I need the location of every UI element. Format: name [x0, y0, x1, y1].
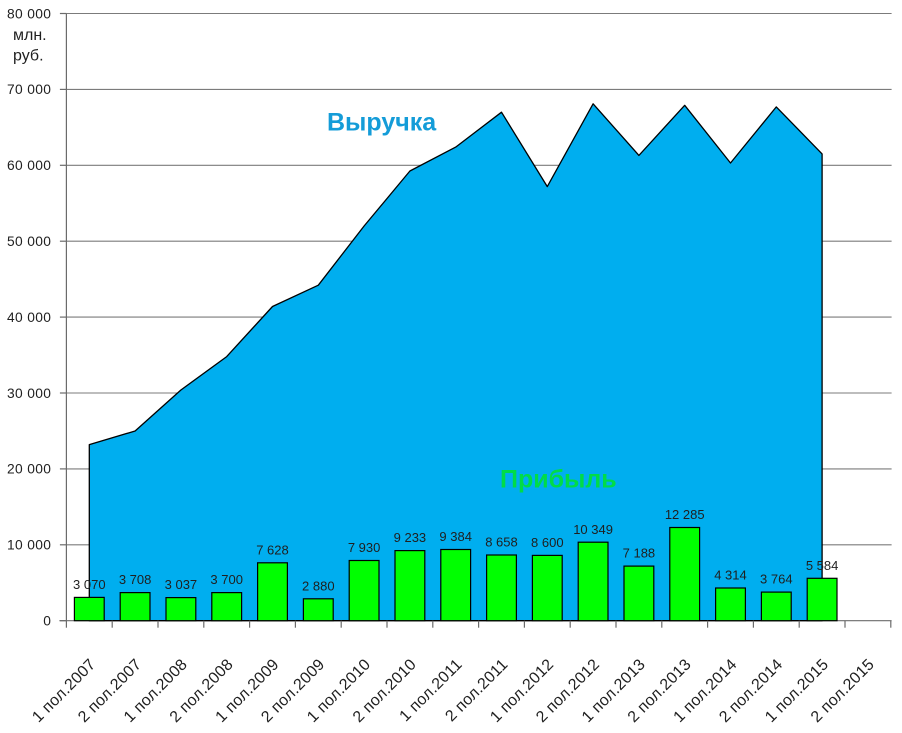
svg-text:3 708: 3 708 — [119, 572, 152, 587]
svg-text:80 000: 80 000 — [7, 6, 51, 21]
svg-text:70 000: 70 000 — [7, 82, 51, 97]
svg-text:8 600: 8 600 — [531, 535, 564, 550]
svg-text:20 000: 20 000 — [7, 462, 51, 477]
svg-text:5 584: 5 584 — [806, 558, 839, 573]
svg-text:40 000: 40 000 — [7, 310, 51, 325]
svg-text:3 037: 3 037 — [165, 577, 198, 592]
svg-text:7 628: 7 628 — [256, 542, 289, 557]
svg-text:3 700: 3 700 — [210, 572, 243, 587]
svg-text:7 930: 7 930 — [348, 540, 381, 555]
svg-text:Прибыль: Прибыль — [500, 466, 617, 494]
svg-text:7 188: 7 188 — [623, 546, 656, 561]
svg-text:8 658: 8 658 — [485, 535, 518, 550]
svg-text:50 000: 50 000 — [7, 234, 51, 249]
svg-text:млн.: млн. — [13, 27, 47, 44]
svg-text:12 285: 12 285 — [665, 507, 705, 522]
svg-text:3 764: 3 764 — [760, 572, 793, 587]
svg-text:30 000: 30 000 — [7, 386, 51, 401]
svg-text:9 384: 9 384 — [439, 529, 472, 544]
svg-text:10 349: 10 349 — [573, 522, 613, 537]
svg-text:4 314: 4 314 — [714, 568, 747, 583]
svg-text:60 000: 60 000 — [7, 158, 51, 173]
svg-text:0: 0 — [43, 614, 51, 629]
svg-text:10 000: 10 000 — [7, 538, 51, 553]
svg-text:руб.: руб. — [13, 47, 44, 64]
svg-text:2 880: 2 880 — [302, 578, 335, 593]
svg-text:3 070: 3 070 — [73, 577, 106, 592]
svg-text:Выручка: Выручка — [327, 109, 437, 137]
svg-text:9 233: 9 233 — [394, 530, 427, 545]
